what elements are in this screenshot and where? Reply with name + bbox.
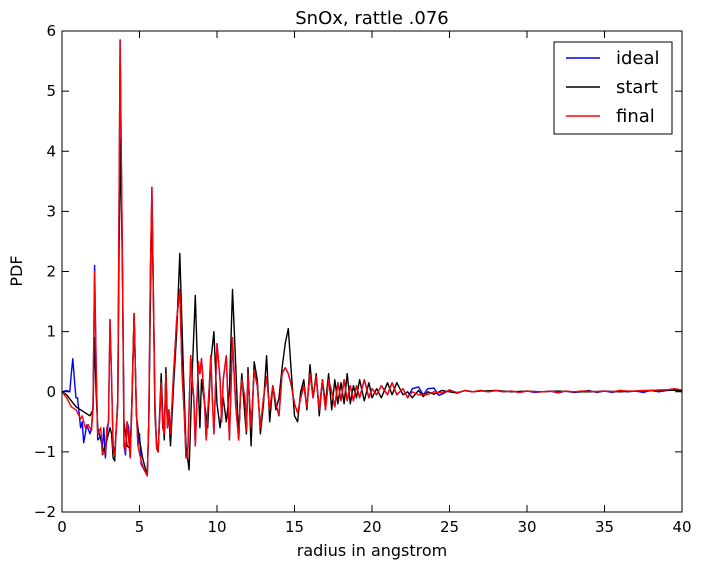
series-line-final [62,39,682,477]
series-layer [62,39,682,477]
y-tick-label: 6 [46,22,56,40]
legend: ideal start final [553,41,673,135]
x-tick-label: 5 [135,518,145,536]
legend-label-ideal: ideal [616,48,660,69]
x-tick-label: 40 [672,518,691,536]
plot-frame [61,30,683,513]
chart-title: SnOx, rattle .076 [295,8,449,29]
legend-label-start: start [616,77,658,98]
x-axis-label: radius in angstrom [297,541,448,560]
y-tick-label: 0 [46,383,56,401]
y-tick-label: 4 [46,142,56,160]
legend-label-final: final [616,106,655,127]
y-tick-label: 5 [46,82,56,100]
x-tick-label: 20 [362,518,381,536]
y-tick-label: −2 [34,503,56,521]
y-axis-label: PDF [7,255,26,286]
y-tick-label: −1 [34,443,56,461]
x-tick-label: 10 [207,518,226,536]
x-tick-label: 25 [440,518,459,536]
y-tick-label: 3 [46,202,56,220]
x-tick-label: 35 [595,518,614,536]
y-tick-label: 1 [46,323,56,341]
y-tick-labels: −2 −1 0 1 2 3 4 5 6 [34,22,56,521]
y-tick-label: 2 [46,263,56,281]
x-tick-label: 0 [57,518,67,536]
x-tick-labels: 0 5 10 15 20 25 30 35 40 [57,518,691,536]
x-tick-label: 15 [285,518,304,536]
x-tick-label: 30 [517,518,536,536]
